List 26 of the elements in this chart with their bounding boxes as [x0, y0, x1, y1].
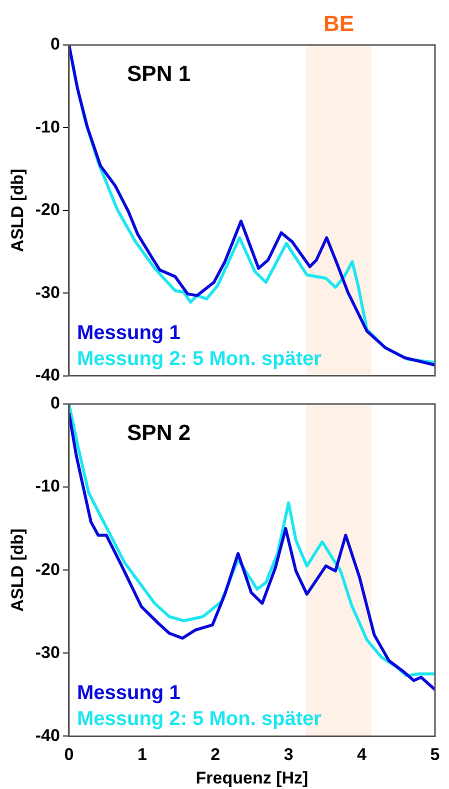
y-tick-label: -30: [35, 642, 60, 662]
text: Messung 1: [76, 681, 182, 706]
y-tick-label: -20: [35, 200, 60, 220]
y-axis-title: ASLD [db]: [8, 528, 27, 612]
x-tick-label: 0: [64, 745, 74, 764]
text: Messung 2: 5 Mon. später: [76, 346, 322, 372]
y-tick-label: -30: [35, 282, 60, 302]
x-tick-label: 4: [357, 745, 368, 764]
text: BE: [322, 11, 355, 37]
x-tick-label: 1: [137, 745, 147, 764]
y-tick-label: 0: [50, 394, 60, 413]
y-tick-label: -10: [35, 117, 60, 136]
x-tick-label: 2: [210, 745, 220, 764]
series-label: Messung 1: [76, 320, 182, 346]
text: Messung 2: 5 Mon. später: [76, 707, 322, 732]
y-tick-label: -20: [35, 560, 60, 579]
x-axis-title: Frequenz [Hz]: [196, 768, 308, 788]
x-tick-label: 5: [430, 745, 440, 764]
text: SPN 1: [126, 61, 191, 86]
y-axis-title: ASLD [db]: [8, 168, 27, 252]
x-tick-label: 3: [284, 745, 294, 764]
text: SPN 2: [126, 420, 191, 446]
y-tick-label: 0: [50, 34, 60, 54]
y-tick-label: -10: [35, 476, 60, 496]
y-tick-label: -40: [35, 365, 60, 384]
y-tick-label: -40: [35, 726, 60, 745]
